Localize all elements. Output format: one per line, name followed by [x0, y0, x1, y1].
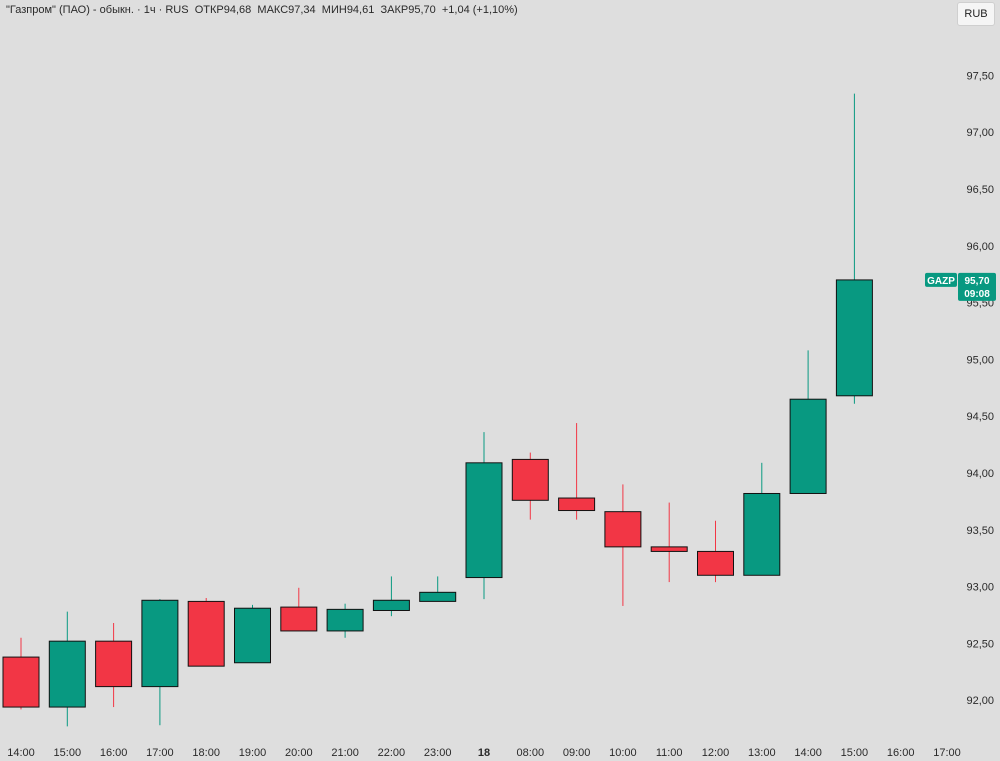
x-tick-label: 14:00	[794, 747, 822, 759]
candle-3	[141, 599, 179, 726]
x-tick-label: 19:00	[239, 747, 267, 759]
candle-body	[141, 599, 179, 688]
price-tag-bg	[958, 272, 996, 301]
candle-body	[95, 640, 133, 688]
separator-dot: ·	[133, 4, 144, 16]
candle-body	[419, 591, 457, 602]
x-tick-label: 15:00	[54, 747, 82, 759]
low-label: МИН	[321, 4, 347, 16]
open-label: ОТКР	[194, 4, 224, 16]
x-tick-label: 11:00	[656, 747, 683, 759]
interval-label[interactable]: 1ч	[143, 4, 156, 16]
close-value: 95,70	[408, 4, 436, 16]
y-tick-label: 93,50	[966, 525, 994, 537]
high-label: МАКС	[257, 4, 289, 16]
x-tick-label: 10:00	[609, 747, 637, 759]
candle-body	[234, 607, 271, 664]
low-value: 94,61	[346, 4, 375, 16]
x-tick-label: 21:00	[331, 747, 359, 759]
currency-button[interactable]: RUB	[957, 2, 995, 26]
candle-10	[465, 432, 503, 600]
candle-body	[511, 458, 549, 501]
x-tick-label: 08:00	[517, 747, 545, 759]
x-tick-label: 17:00	[146, 747, 174, 759]
x-tick-label: 09:00	[563, 747, 591, 759]
x-tick-label: 23:00	[424, 747, 452, 759]
candle-7	[326, 603, 364, 638]
candles-layer	[2, 93, 873, 727]
candle-9	[419, 576, 457, 602]
candle-body	[789, 398, 827, 494]
x-tick-label: 14:00	[7, 747, 35, 759]
candle-14	[650, 502, 688, 583]
candle-body	[604, 511, 642, 548]
x-tick-label: 17:00	[933, 747, 961, 759]
candle-1	[48, 611, 86, 727]
candle-6	[280, 587, 318, 632]
y-tick-label: 96,50	[966, 184, 994, 196]
exchange-label: RUS	[165, 4, 189, 16]
candle-8	[372, 576, 410, 617]
y-tick-label: 96,00	[966, 241, 994, 253]
y-tick-label: 94,00	[966, 468, 994, 480]
candle-body	[465, 462, 503, 579]
candle-15	[697, 520, 734, 583]
y-tick-label: 95,00	[966, 354, 994, 366]
candle-body	[697, 550, 734, 576]
symbol-header: "Газпром" (ПАО) - обыкн. · 1ч · RUS ОТКР…	[6, 4, 518, 16]
y-tick-label: 93,00	[966, 582, 994, 594]
time-axis[interactable]: 14:00 15:00 16:00 17:00 18:00 19:00 20:00 21:00…	[7, 747, 961, 759]
candle-2	[95, 622, 133, 708]
last-price-tag: GAZP 95,70 09:08	[925, 272, 996, 301]
price-tag-value: 95,70	[964, 276, 989, 287]
symbol-name: "Газпром" (ПАО) - обыкн.	[6, 4, 134, 16]
candle-5	[234, 604, 271, 664]
candle-18	[835, 93, 873, 404]
symbol-tag-bg	[925, 272, 957, 287]
y-tick-label: 92,50	[966, 638, 994, 650]
y-tick-label: 94,50	[966, 411, 994, 423]
x-tick-label: 16:00	[887, 747, 915, 759]
x-tick-label: 18:00	[192, 747, 220, 759]
candle-body	[280, 606, 318, 632]
change-value: +1,04 (+1,10%)	[441, 4, 518, 16]
high-value: 97,34	[288, 4, 316, 16]
candle-11	[511, 452, 549, 520]
x-tick-label: 13:00	[748, 747, 776, 759]
candle-body	[650, 546, 688, 552]
candle-body	[2, 656, 40, 708]
candle-body	[187, 600, 225, 667]
x-tick-label: 12:00	[702, 747, 730, 759]
candle-13	[604, 484, 642, 606]
x-tick-label: 15:00	[841, 747, 869, 759]
candle-4	[187, 598, 225, 667]
candle-body	[326, 608, 364, 632]
symbol-tag-label: GAZP	[927, 276, 955, 287]
candle-body	[558, 497, 596, 512]
y-tick-label: 97,00	[966, 127, 994, 139]
x-tick-label: 16:00	[100, 747, 128, 759]
close-label: ЗАКР	[380, 4, 409, 16]
candle-16	[743, 462, 781, 576]
x-tick-label: 20:00	[285, 747, 313, 759]
x-tick-label: 22:00	[378, 747, 406, 759]
candle-body	[372, 599, 410, 611]
candle-body	[743, 492, 781, 576]
candle-body	[48, 640, 86, 708]
candle-0	[2, 637, 40, 710]
candle-body	[835, 279, 873, 397]
price-tag-countdown: 09:08	[964, 289, 990, 300]
open-value: 94,68	[223, 4, 252, 16]
candle-17	[789, 350, 827, 494]
price-axis[interactable]: 92,0092,5093,0093,5094,0094,5095,0095,50…	[966, 70, 994, 707]
separator-dot: ·	[155, 4, 166, 16]
x-tick-label: 18	[478, 747, 490, 759]
candle-12	[558, 423, 596, 520]
y-tick-label: 92,00	[966, 695, 994, 707]
y-tick-label: 97,50	[966, 70, 994, 82]
